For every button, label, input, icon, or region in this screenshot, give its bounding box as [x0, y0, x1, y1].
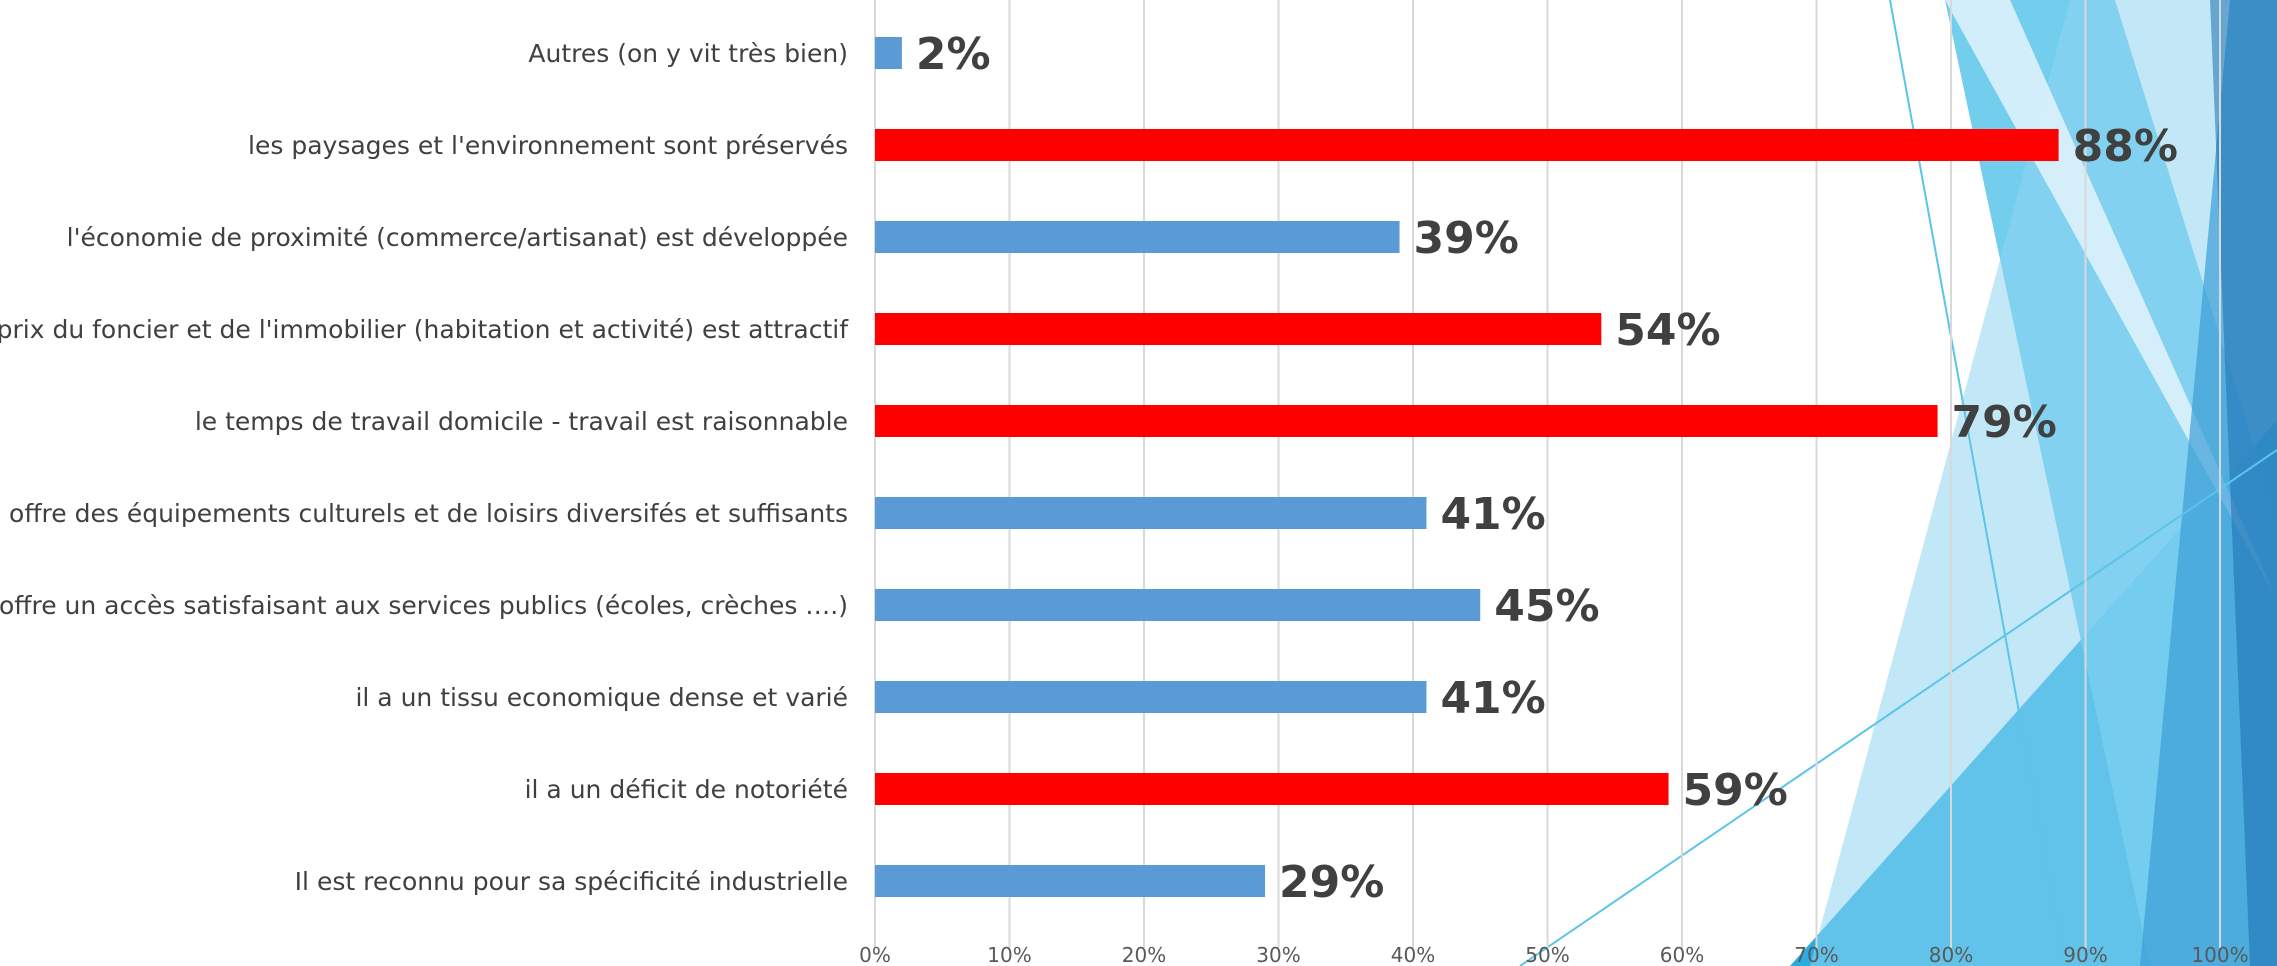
bar — [875, 405, 1938, 437]
category-label: le temps de travail domicile - travail e… — [195, 407, 848, 436]
category-label: il offre un accès satisfaisant aux servi… — [0, 591, 848, 620]
data-label: 88% — [2073, 121, 2178, 172]
data-label: 41% — [1440, 673, 1545, 724]
data-label: 41% — [1440, 489, 1545, 540]
bar — [875, 497, 1427, 529]
category-label: les paysages et l'environnement sont pré… — [248, 131, 848, 160]
bars — [875, 37, 2059, 897]
data-label: 2% — [916, 29, 991, 80]
x-tick-label: 40% — [1391, 943, 1435, 966]
category-label: il a un tissu economique dense et varié — [355, 683, 848, 712]
x-tick-label: 90% — [2063, 943, 2107, 966]
data-label: 29% — [1279, 857, 1384, 908]
data-label: 79% — [1952, 397, 2057, 448]
category-label: Il est reconnu pour sa spécificité indus… — [295, 867, 848, 896]
x-tick-label: 30% — [1256, 943, 1300, 966]
x-tick-label: 60% — [1660, 943, 1704, 966]
x-tick-label: 0% — [859, 943, 891, 966]
data-label: 59% — [1683, 765, 1788, 816]
bar — [875, 221, 1400, 253]
bar — [875, 129, 2059, 161]
bar — [875, 681, 1427, 713]
data-label: 45% — [1494, 581, 1599, 632]
category-labels: Autres (on y vit très bien) les paysages … — [0, 39, 849, 896]
x-tick-label: 50% — [1525, 943, 1569, 966]
bar — [875, 313, 1602, 345]
bar — [875, 773, 1669, 805]
x-axis-tick-labels: 0% 10% 20% 30% 40% 50% 60% 70% 80% 90% 100% — [859, 943, 2248, 966]
x-tick-label: 20% — [1122, 943, 1166, 966]
data-label: 39% — [1414, 213, 1519, 264]
category-label: Il offre des équipements culturels et de… — [0, 499, 848, 528]
bar — [875, 589, 1481, 621]
category-label: Autres (on y vit très bien) — [528, 39, 848, 68]
category-label: il a un déficit de notoriété — [525, 775, 848, 804]
category-label: l'économie de proximité (commerce/artisa… — [67, 223, 848, 252]
value-labels: 2% 88% 39% 54% 79% 41% 45% 41% 59% 29% — [916, 29, 2178, 908]
x-tick-label: 10% — [987, 943, 1031, 966]
bar — [875, 37, 902, 69]
x-tick-label: 80% — [1929, 943, 1973, 966]
data-label: 54% — [1615, 305, 1720, 356]
x-tick-label: 100% — [2191, 943, 2248, 966]
bar — [875, 865, 1266, 897]
x-tick-label: 70% — [1794, 943, 1838, 966]
category-label: le prix du foncier et de l'immobilier (h… — [0, 315, 849, 344]
